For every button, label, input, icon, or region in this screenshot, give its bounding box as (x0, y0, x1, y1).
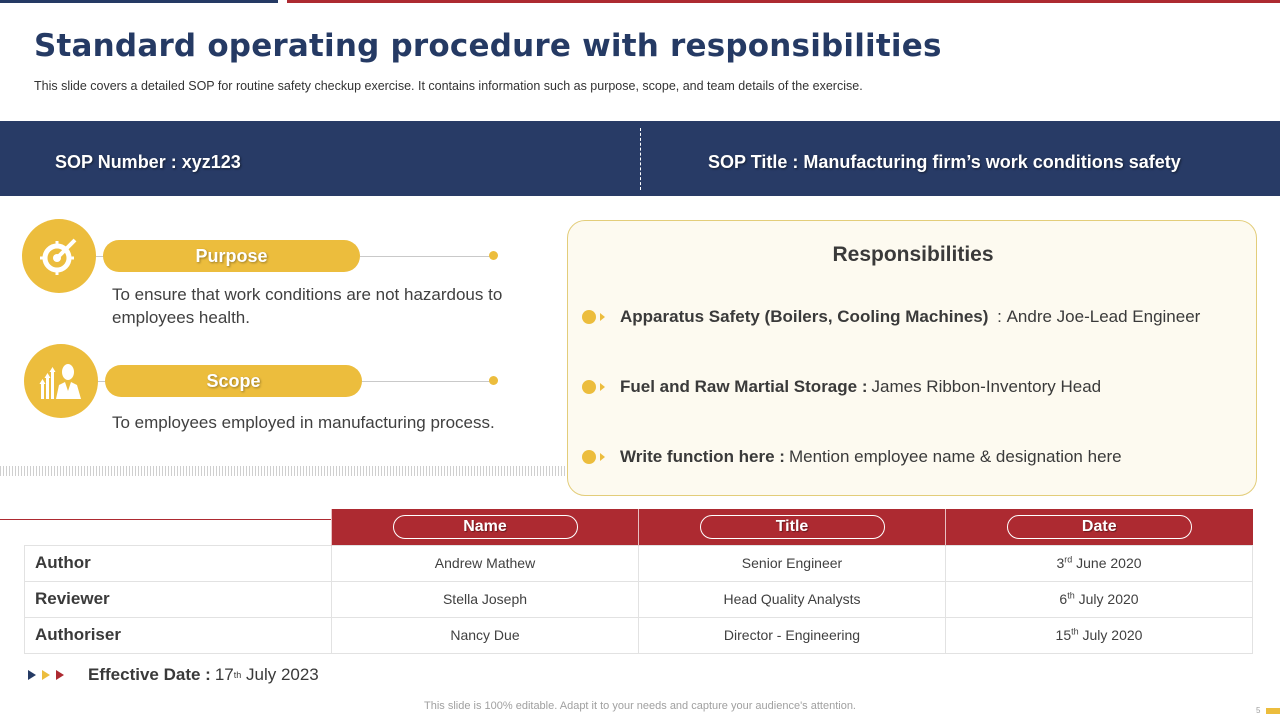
responsibilities-title: Responsibilities (832, 243, 994, 266)
purpose-connector-left (96, 256, 104, 257)
responsibility-owner: James Ribbon-Inventory Head (871, 377, 1102, 396)
row-title: Senior Engineer (638, 544, 946, 582)
row-date: 15th July 2020 (945, 616, 1253, 654)
scope-label: Scope (105, 365, 362, 397)
responsibility-separator: : (992, 307, 1007, 326)
row-date: 6th July 2020 (945, 580, 1253, 618)
effective-date-label: Effective Date : (88, 665, 211, 684)
table-row: Author Andrew Mathew Senior Engineer 3rd… (24, 544, 1253, 582)
responsibility-owner: Andre Joe-Lead Engineer (1006, 307, 1201, 326)
effective-date-day: 17 (214, 665, 234, 684)
table-row: Reviewer Stella Joseph Head Quality Anal… (24, 580, 1253, 618)
responsibility-owner: Mention employee name & designation here (788, 447, 1122, 466)
column-header-title: Title (638, 509, 946, 545)
target-icon (22, 219, 96, 293)
row-name: Stella Joseph (331, 580, 639, 618)
top-accent-bar-red (287, 0, 1280, 3)
responsibility-function: Write function here : (620, 447, 785, 466)
purpose-label: Purpose (103, 240, 360, 272)
scope-dot (489, 376, 498, 385)
purpose-dot (489, 251, 498, 260)
effective-date-rest: July 2023 (241, 665, 319, 684)
responsibility-item: Write function here : Mention employee n… (582, 447, 1122, 467)
responsibility-function: Fuel and Raw Martial Storage : (620, 377, 868, 396)
scope-connector-right (362, 381, 494, 382)
arrow-icon (600, 313, 605, 321)
sop-title: SOP Title : Manufacturing firm’s work co… (708, 152, 1181, 172)
page-number: 5 (1256, 706, 1261, 715)
bullet-icon (582, 450, 596, 464)
responsibility-function: Apparatus Safety (Boilers, Cooling Machi… (620, 307, 989, 326)
row-title: Head Quality Analysts (638, 580, 946, 618)
sop-team-table: Name Title Date Author Andrew Mathew Sen… (24, 509, 1253, 654)
row-role: Authoriser (24, 616, 332, 654)
table-accent-line (0, 519, 331, 520)
arrow-icon (600, 383, 605, 391)
triangle-icon-navy (28, 670, 36, 680)
responsibilities-panel: Responsibilities Apparatus Safety (Boile… (567, 220, 1257, 496)
top-accent-bar-blue (0, 0, 278, 3)
page-number-accent (1266, 708, 1280, 714)
footer-note: This slide is 100% editable. Adapt it to… (424, 700, 856, 712)
column-header-date: Date (945, 509, 1253, 545)
triangle-icon-red (56, 670, 64, 680)
arrow-icon (600, 453, 605, 461)
responsibility-item: Apparatus Safety (Boilers, Cooling Machi… (582, 307, 1200, 327)
purpose-connector-right (360, 256, 494, 257)
sop-bar-divider (640, 128, 641, 190)
bullet-icon (582, 380, 596, 394)
table-row: Authoriser Nancy Due Director - Engineer… (24, 616, 1253, 654)
purpose-text: To ensure that work conditions are not h… (112, 285, 503, 327)
row-role: Reviewer (24, 580, 332, 618)
table-header-blank (25, 509, 332, 545)
column-header-name: Name (331, 509, 639, 545)
decorative-hatch-line (0, 466, 566, 476)
row-title: Director - Engineering (638, 616, 946, 654)
row-name: Andrew Mathew (331, 544, 639, 582)
responsibility-item: Fuel and Raw Martial Storage : James Rib… (582, 377, 1101, 397)
row-role: Author (24, 544, 332, 582)
row-name: Nancy Due (331, 616, 639, 654)
page-title: Standard operating procedure with respon… (34, 28, 942, 64)
business-growth-icon (24, 344, 98, 418)
page-subtitle: This slide covers a detailed SOP for rou… (34, 79, 863, 93)
bullet-icon (582, 310, 596, 324)
row-date: 3rd June 2020 (945, 544, 1253, 582)
sop-number: SOP Number : xyz123 (55, 152, 241, 172)
triangle-icon-gold (42, 670, 50, 680)
scope-connector-left (98, 381, 106, 382)
scope-text: To employees employed in manufacturing p… (112, 413, 495, 432)
